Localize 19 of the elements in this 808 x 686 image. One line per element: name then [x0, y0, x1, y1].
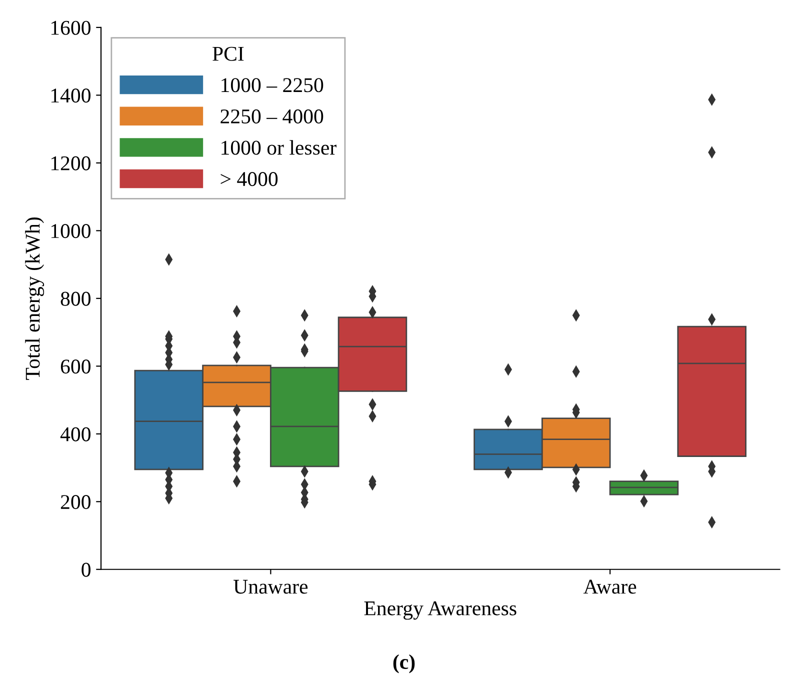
y-axis-title: Total energy (kWh)	[25, 218, 44, 380]
legend-label: 1000 or lesser	[222, 140, 336, 155]
legend-label: 1000 – 2250	[222, 78, 324, 92]
legend-label: > 4000	[220, 172, 278, 186]
x-tick-label: Aware	[583, 580, 636, 594]
y-tick-label: 1000	[51, 224, 90, 238]
y-tick-label: 600	[60, 360, 90, 374]
y-tick-label: 200	[60, 495, 90, 510]
legend-label: 2250 – 4000	[220, 109, 324, 124]
y-tick-label: 400	[60, 427, 90, 442]
legend-title: PCI	[212, 46, 244, 61]
y-tick-label: 1400	[51, 88, 90, 103]
y-tick-label: 0	[82, 562, 90, 577]
y-tick-label: 1600	[51, 20, 90, 35]
x-axis-title: Energy Awareness	[364, 601, 516, 620]
y-tick-label: 800	[60, 292, 90, 306]
x-tick-label: Unaware	[234, 580, 308, 594]
y-tick-label: 1200	[51, 156, 90, 170]
text: (c)	[393, 654, 415, 674]
